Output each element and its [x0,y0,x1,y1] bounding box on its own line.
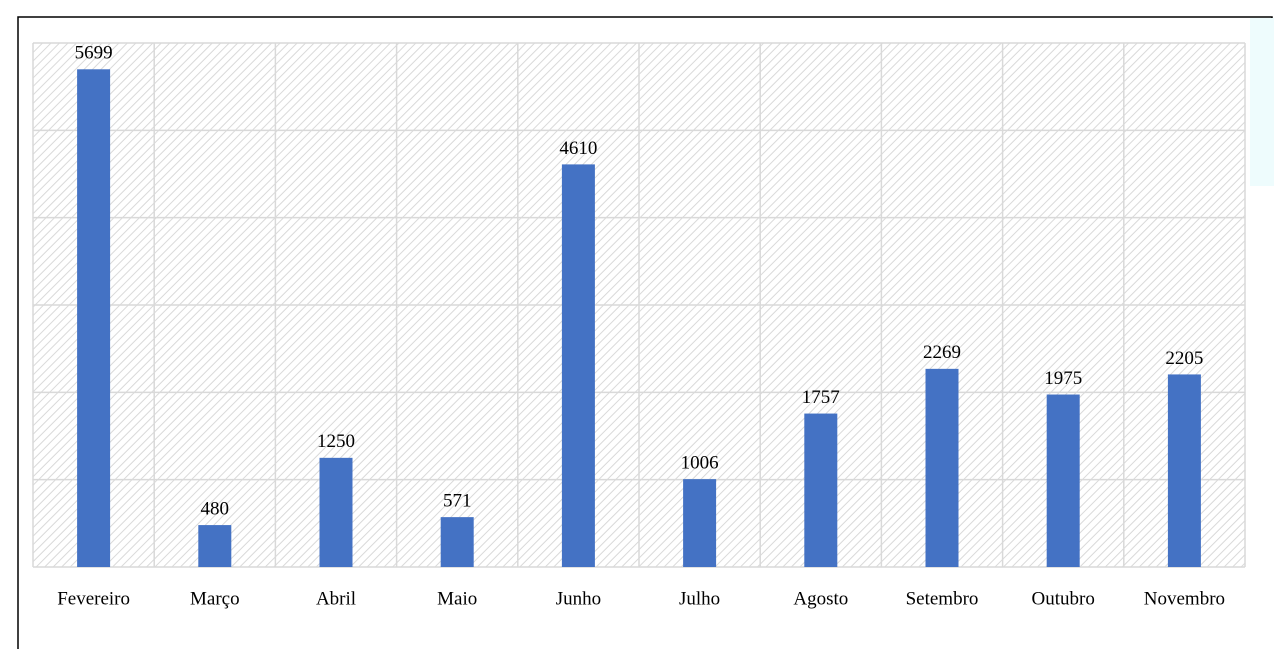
x-tick-label: Maio [437,588,477,609]
x-tick-label: Junho [556,588,601,609]
bar [925,368,959,567]
bar [198,525,232,567]
data-label: 1975 [1044,368,1082,389]
x-tick-label: Fevereiro [57,588,130,609]
x-tick-label: Março [190,588,240,609]
x-tick-label: Abril [316,588,356,609]
data-label: 5699 [75,43,113,64]
bar [440,517,474,567]
bar [1167,374,1201,567]
x-tick-label: Julho [679,588,720,609]
bar [1046,394,1080,567]
x-tick-label: Setembro [906,588,979,609]
x-tick-label: Outubro [1032,588,1095,609]
data-label: 2205 [1165,348,1203,369]
data-label: 4610 [559,138,597,159]
data-label: 1757 [802,387,840,408]
x-tick-label: Agosto [793,588,848,609]
data-label: 1006 [681,453,719,474]
frame [17,16,1273,649]
bar [804,413,838,567]
x-tick-label: Novembro [1144,588,1225,609]
side-panel [1250,18,1274,186]
data-label: 480 [201,498,230,519]
data-label: 2269 [923,342,961,363]
data-label: 1250 [317,431,355,452]
bar [77,69,111,568]
bar [319,457,353,567]
bar [683,479,717,567]
data-label: 571 [443,490,472,511]
bar [561,164,595,568]
